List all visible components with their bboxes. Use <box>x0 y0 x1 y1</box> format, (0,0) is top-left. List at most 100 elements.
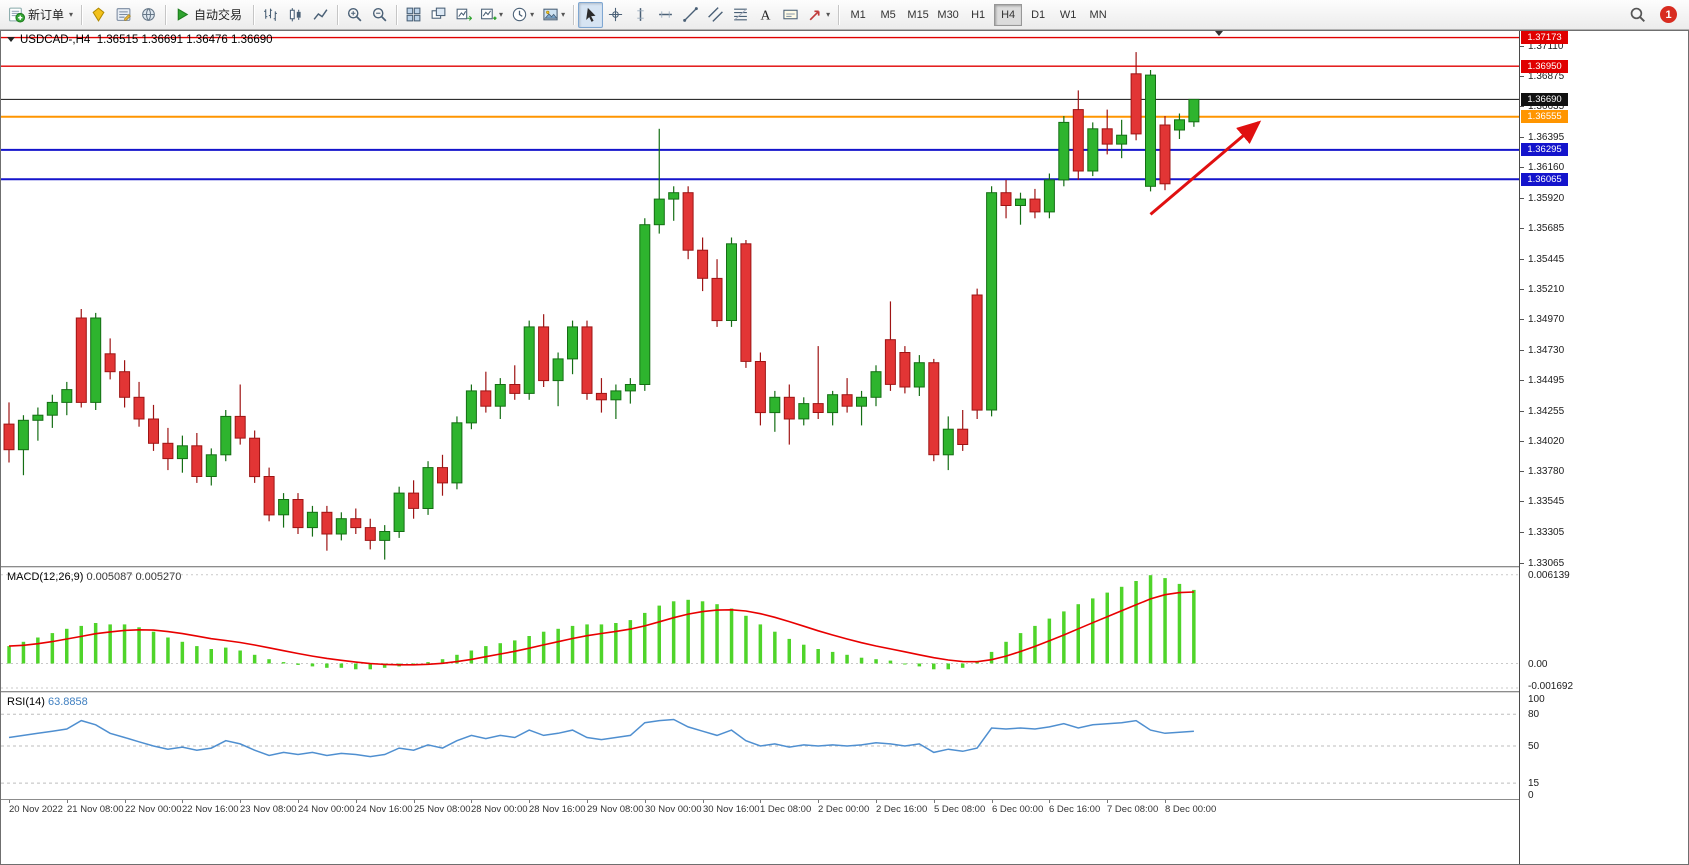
chart-shift-marker[interactable] <box>1215 31 1223 36</box>
candle <box>884 301 896 391</box>
price-tick-mark <box>1520 259 1524 260</box>
candlestick-chart-icon[interactable] <box>283 2 308 28</box>
macd-histogram <box>7 575 1196 670</box>
timeframe-m5[interactable]: M5 <box>880 8 896 21</box>
vertical-line-icon[interactable] <box>628 2 653 28</box>
time-tick-label: 5 Dec 08:00 <box>934 804 986 815</box>
time-tick-label: 22 Nov 16:00 <box>182 804 239 815</box>
line-chart-icon[interactable] <box>308 2 333 28</box>
candle <box>220 410 232 462</box>
price-tick-label: 1.36875 <box>1528 71 1565 82</box>
candle <box>928 358 940 462</box>
cascade-windows-icon[interactable] <box>426 2 451 28</box>
periods-button[interactable]: ▾ <box>507 2 538 28</box>
timeframe-mn[interactable]: MN <box>1089 8 1107 21</box>
toolbar-separator <box>838 4 840 25</box>
trend-arrow-annotation[interactable] <box>1149 120 1262 216</box>
horizontal-lines[interactable] <box>1 36 1519 181</box>
timeframe-h4[interactable]: H4 <box>994 3 1023 26</box>
candle <box>133 381 145 427</box>
timeframe-m1[interactable]: M1 <box>850 8 866 21</box>
timeframe-h1[interactable]: H1 <box>971 8 986 21</box>
candle <box>552 352 564 407</box>
candle <box>509 365 521 400</box>
notification-badge[interactable]: 1 <box>1660 6 1677 23</box>
timeframe-d1[interactable]: D1 <box>1031 8 1046 21</box>
bar-chart-icon[interactable] <box>258 2 283 28</box>
candle <box>624 378 636 404</box>
rsi-panel[interactable] <box>1 693 1519 799</box>
candle <box>1029 188 1041 219</box>
candle <box>711 259 723 327</box>
time-tick-mark <box>760 800 761 803</box>
candle <box>465 384 477 430</box>
new-order-button-label: 新订单 <box>28 8 65 22</box>
new-chart-button[interactable]: ▾ <box>476 2 507 28</box>
price-tick-mark <box>1520 167 1524 168</box>
chevron-down-icon: ▾ <box>561 10 566 19</box>
help-icon[interactable] <box>136 2 161 28</box>
horizontal-line-icon[interactable] <box>653 2 678 28</box>
chart-menu-icon[interactable] <box>7 37 15 43</box>
metaeditor-icon[interactable] <box>111 2 136 28</box>
price-tick-label: 1.36635 <box>1528 101 1565 112</box>
fibonacci-icon[interactable] <box>728 2 753 28</box>
time-tick-label: 22 Nov 00:00 <box>125 804 182 815</box>
candle <box>1072 90 1084 180</box>
arrows-button[interactable]: ▾ <box>803 2 834 28</box>
candle <box>1145 70 1156 192</box>
candle <box>17 415 29 476</box>
chart-forward-icon[interactable] <box>451 2 476 28</box>
zoom-in-icon[interactable] <box>342 2 367 28</box>
timeframe-m30[interactable]: M30 <box>937 8 959 21</box>
candle <box>754 352 766 426</box>
time-tick-label: 24 Nov 16:00 <box>356 804 413 815</box>
price-axis[interactable]: 1.37110 1.36875 1.36635 1.36395 1.36160 1.359… <box>1519 31 1688 864</box>
rsi-name: RSI(14) <box>7 696 45 708</box>
crosshair-icon[interactable] <box>603 2 628 28</box>
time-tick-mark <box>703 800 704 803</box>
chevron-down-icon: ▾ <box>499 10 504 19</box>
rsi-axis-label: 15 <box>1528 778 1540 789</box>
price-tick-mark <box>1520 380 1524 381</box>
zoom-out-icon[interactable] <box>367 2 392 28</box>
equidistant-channel-icon[interactable] <box>703 2 728 28</box>
search-icon[interactable] <box>1625 2 1650 28</box>
macd-signal-line <box>8 591 1194 666</box>
rsi-label: RSI(14) 63.8858 <box>7 696 88 708</box>
text-icon[interactable]: A <box>753 2 778 28</box>
price-chart[interactable] <box>1 31 1519 566</box>
time-axis[interactable]: 20 Nov 2022 21 Nov 08:00 22 Nov 00:00 22 No… <box>1 800 1519 822</box>
timeframe-m15[interactable]: M15 <box>907 8 929 21</box>
candle <box>1116 119 1128 159</box>
panel-splitter[interactable] <box>1 691 1688 693</box>
macd-panel[interactable] <box>1 568 1519 691</box>
time-tick-mark <box>818 800 819 803</box>
text-label-icon[interactable] <box>778 2 803 28</box>
price-tick-label: 1.35445 <box>1528 254 1565 265</box>
candle <box>682 186 694 260</box>
price-flag-1.36295: 1.36295 <box>1521 143 1568 156</box>
candle <box>1087 122 1099 177</box>
time-tick-mark <box>876 800 877 803</box>
time-tick-label: 6 Dec 00:00 <box>992 804 1044 815</box>
price-flag-1.37173: 1.37173 <box>1521 31 1568 44</box>
price-tick-mark <box>1520 471 1524 472</box>
timeframe-w1[interactable]: W1 <box>1059 8 1077 21</box>
save-picture-button[interactable]: ▾ <box>538 2 569 28</box>
autotrade-button[interactable]: 自动交易 <box>170 2 249 28</box>
mql5-community-icon[interactable] <box>86 2 111 28</box>
cursor-icon[interactable] <box>578 1 604 28</box>
price-tick-mark <box>1520 501 1524 502</box>
tile-windows-icon[interactable] <box>401 2 426 28</box>
candle <box>595 378 607 413</box>
panel-splitter[interactable] <box>1 566 1688 568</box>
price-tick-label: 1.35685 <box>1528 223 1565 234</box>
candle <box>783 384 795 445</box>
new-order-button[interactable]: 新订单 ▾ <box>4 2 77 28</box>
time-tick-mark <box>125 800 126 803</box>
candle <box>494 378 506 419</box>
trendline-icon[interactable] <box>678 2 703 28</box>
candle <box>740 240 752 368</box>
time-tick-label: 8 Dec 00:00 <box>1165 804 1217 815</box>
